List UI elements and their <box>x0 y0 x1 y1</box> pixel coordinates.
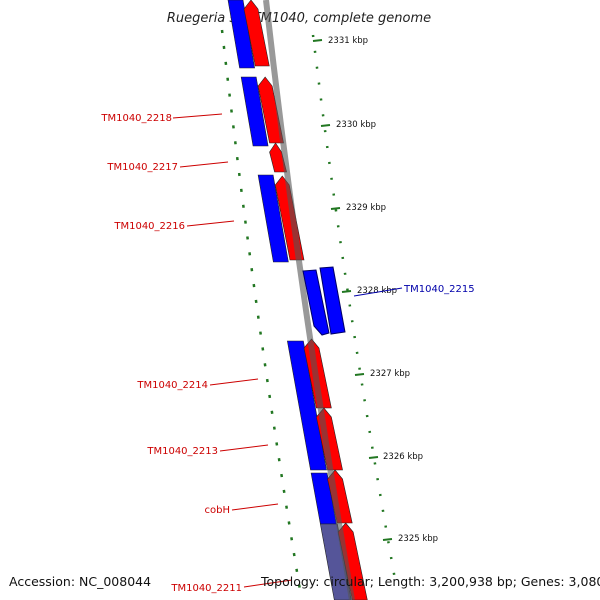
gene-arrows-tm1040-2215[interactable] <box>302 266 346 336</box>
leader-line <box>353 287 403 297</box>
ruler-tick-mark <box>341 290 352 293</box>
gene-arrow-forward[interactable] <box>257 76 284 144</box>
ruler-tick-mark <box>368 456 379 459</box>
gene-label-tm1040-2216[interactable]: TM1040_2216 <box>113 221 185 232</box>
gene-label-tm1040-2213[interactable]: TM1040_2213 <box>146 446 218 457</box>
gene-feature-track <box>227 0 368 600</box>
leader-line <box>231 503 279 511</box>
ruler-tick-mark <box>312 39 323 42</box>
tick-label-2331: 2331 kbp <box>328 36 368 46</box>
accession-label: Accession: NC_008044 <box>9 574 152 589</box>
backbone-line <box>263 0 355 600</box>
gene-label-tm1040-2215[interactable]: TM1040_2215 <box>403 284 475 295</box>
map-title: Ruegeria sp. TM1040, complete genome <box>167 11 431 26</box>
tick-label-2326: 2326 kbp <box>383 452 423 462</box>
gene-arrow-forward[interactable] <box>269 142 287 173</box>
leader-line <box>243 579 293 588</box>
inner-dotted-track <box>220 29 302 591</box>
coordinate-ruler-track <box>311 34 398 586</box>
topology-summary: Topology: circular; Length: 3,200,938 bp… <box>261 574 600 589</box>
leader-line <box>219 444 269 452</box>
gene-label-tm1040-2218[interactable]: TM1040_2218 <box>100 113 172 124</box>
tick-label-2330: 2330 kbp <box>336 120 376 130</box>
gene-block-reverse[interactable] <box>257 174 289 263</box>
tick-label-2329: 2329 kbp <box>346 203 386 213</box>
gene-label-tm1040-2211[interactable]: TM1040_2211 <box>170 583 242 594</box>
ruler-tick-group: 2331 kbp 2330 kbp 2329 kbp 2328 kbp 2327… <box>312 36 438 544</box>
leader-line <box>209 378 259 386</box>
gene-block-reverse[interactable] <box>227 0 255 69</box>
gene-arrow-forward[interactable] <box>243 0 270 67</box>
leader-line <box>186 220 235 227</box>
ruler-tick-mark <box>330 207 341 210</box>
leader-line <box>172 113 223 119</box>
gene-block-reverse[interactable] <box>287 340 327 471</box>
ruler-tick-mark <box>382 538 393 541</box>
ruler-tick-mark <box>354 373 365 376</box>
tick-label-2328: 2328 kbp <box>357 286 397 296</box>
ruler-tick-mark <box>320 124 331 127</box>
gene-label-cobh[interactable]: cobH <box>205 505 230 516</box>
gene-label-tm1040-2214[interactable]: TM1040_2214 <box>136 380 208 391</box>
tick-label-2325: 2325 kbp <box>398 534 438 544</box>
gene-label-leaders <box>172 113 403 588</box>
gene-block-reverse[interactable] <box>320 523 352 600</box>
gene-block-reverse[interactable] <box>240 76 269 147</box>
gene-label-tm1040-2217[interactable]: TM1040_2217 <box>106 162 178 173</box>
tick-label-2327: 2327 kbp <box>370 369 410 379</box>
leader-line <box>179 161 229 168</box>
